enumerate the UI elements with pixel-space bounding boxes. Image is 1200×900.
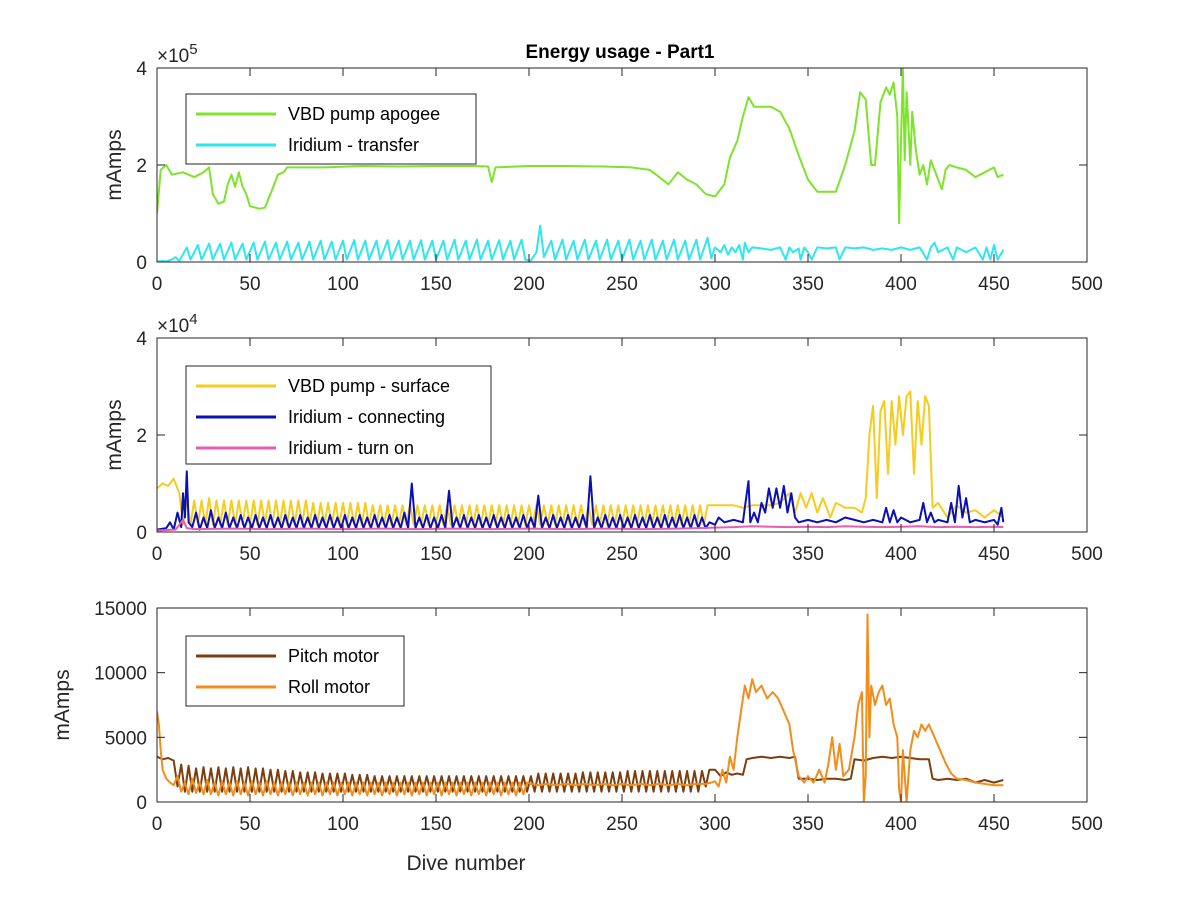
x-tick-label: 500 [1071, 814, 1103, 835]
series-line-iridium-turn-on [157, 518, 1004, 532]
subplot-1: 0 50 100 150 200 250 300 350 400 450 500024×105mAm… [103, 41, 1103, 295]
y-axis-label: mAmps [51, 669, 74, 740]
y-tick-label: 2 [136, 156, 147, 177]
x-tick-label: 400 [885, 544, 917, 565]
x-tick-label: 0 [152, 274, 163, 295]
legend-box [185, 93, 477, 165]
y-tick-label: 4 [136, 329, 147, 350]
x-axis-label: Dive number [406, 852, 525, 875]
legend-label: Pitch motor [288, 646, 379, 666]
series-line-pitch-motor [157, 755, 1004, 793]
x-tick-label: 300 [699, 814, 731, 835]
x-tick-label: 0 [152, 544, 163, 565]
x-tick-label: 100 [327, 544, 359, 565]
x-tick-label: 300 [699, 544, 731, 565]
series-line-roll-motor [157, 613, 1004, 802]
legend-box [185, 635, 405, 707]
legend: VBD pump apogee Iridium - transfer [185, 93, 477, 165]
series-line-vbd-pump-surface [157, 390, 1004, 526]
y-axis-label: mAmps [103, 399, 126, 470]
legend-label: VBD pump apogee [288, 104, 440, 124]
x-tick-label: 350 [792, 274, 824, 295]
series-group [157, 613, 1004, 802]
x-tick-label: 50 [239, 274, 260, 295]
legend-label: VBD pump - surface [288, 376, 450, 396]
subplots: 0 50 100 150 200 250 300 350 400 450 500024×105mAm… [51, 41, 1103, 875]
series-group [157, 68, 1005, 262]
x-tick-label: 350 [792, 544, 824, 565]
y-axis-label: mAmps [103, 129, 126, 200]
x-tick-label: 300 [699, 274, 731, 295]
x-tick-label: 450 [978, 274, 1010, 295]
y-tick-label: 0 [136, 793, 147, 814]
series-line-vbd-pump-apogee [157, 68, 1004, 225]
legend: VBD pump - surface Iridium - connecting Ir… [185, 365, 492, 465]
subplot-3: 0 50 100 150 200 250 300 350 400 450 5000500010000… [51, 599, 1103, 875]
y-tick-label: 0 [136, 523, 147, 544]
series-line-iridium-transfer [157, 224, 1005, 262]
x-tick-label: 400 [885, 814, 917, 835]
figure-title: Energy usage - Part1 [525, 42, 714, 63]
y-tick-label: 0 [136, 253, 147, 274]
x-tick-label: 500 [1071, 544, 1103, 565]
x-tick-label: 150 [420, 274, 452, 295]
legend-label: Iridium - transfer [288, 135, 419, 155]
x-tick-label: 500 [1071, 274, 1103, 295]
y-tick-label: 4 [136, 59, 147, 80]
x-tick-label: 50 [239, 814, 260, 835]
x-tick-label: 450 [978, 814, 1010, 835]
x-tick-label: 150 [420, 814, 452, 835]
legend-label: Iridium - turn on [288, 438, 414, 458]
x-tick-label: 250 [606, 544, 638, 565]
series-group [157, 390, 1005, 532]
legend: Pitch motor Roll motor [185, 635, 405, 707]
y-tick-label: 2 [136, 426, 147, 447]
subplot-2: 0 50 100 150 200 250 300 350 400 450 500024×104mAm… [103, 311, 1103, 565]
x-tick-label: 350 [792, 814, 824, 835]
legend-label: Roll motor [288, 677, 370, 697]
y-tick-label: 5000 [105, 728, 147, 749]
x-tick-label: 150 [420, 544, 452, 565]
legend-label: Iridium - connecting [288, 407, 445, 427]
x-tick-label: 0 [152, 814, 163, 835]
x-tick-label: 200 [513, 544, 545, 565]
x-tick-label: 200 [513, 274, 545, 295]
x-tick-label: 200 [513, 814, 545, 835]
x-tick-label: 400 [885, 274, 917, 295]
x-tick-label: 100 [327, 814, 359, 835]
x-tick-label: 450 [978, 544, 1010, 565]
y-tick-label: 10000 [94, 664, 147, 685]
x-tick-label: 250 [606, 814, 638, 835]
x-tick-label: 50 [239, 544, 260, 565]
x-tick-label: 100 [327, 274, 359, 295]
x-tick-label: 250 [606, 274, 638, 295]
y-tick-label: 15000 [94, 599, 147, 620]
